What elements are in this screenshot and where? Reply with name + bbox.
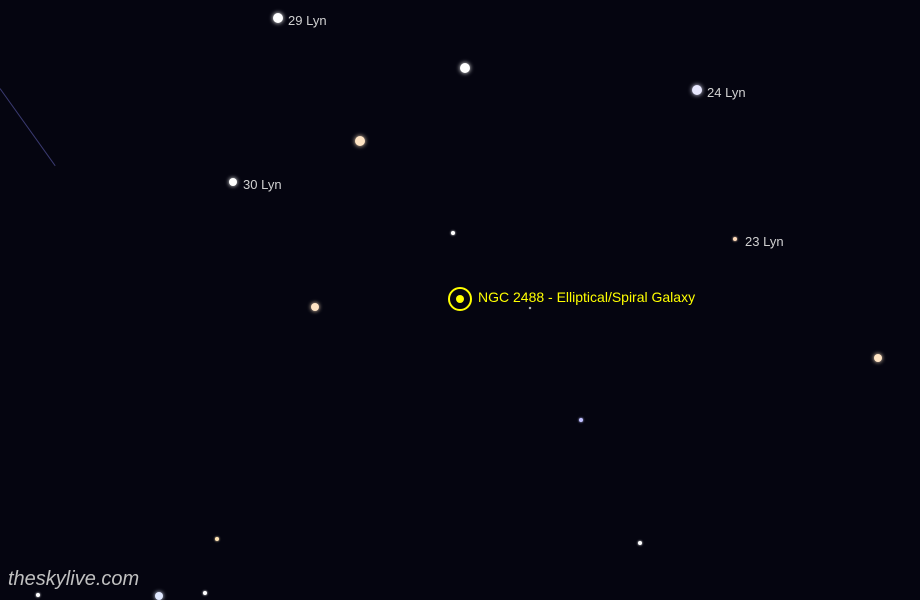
constellation-line — [0, 88, 55, 166]
star — [733, 237, 737, 241]
star-label: 29 Lyn — [288, 13, 327, 28]
star — [451, 231, 455, 235]
star — [874, 354, 882, 362]
star — [229, 178, 237, 186]
star — [155, 592, 163, 600]
star — [355, 136, 365, 146]
star — [203, 591, 207, 595]
star-label: 30 Lyn — [243, 177, 282, 192]
star — [460, 63, 470, 73]
star — [529, 307, 531, 309]
watermark: theskylive.com — [8, 568, 139, 591]
star — [215, 537, 219, 541]
target-dot — [456, 295, 464, 303]
star — [36, 593, 40, 597]
target-label: NGC 2488 - Elliptical/Spiral Galaxy — [478, 289, 695, 305]
star-label: 24 Lyn — [707, 85, 746, 100]
star — [273, 13, 283, 23]
star — [692, 85, 702, 95]
star — [638, 541, 642, 545]
star — [311, 303, 319, 311]
star-label: 23 Lyn — [745, 234, 784, 249]
star — [579, 418, 583, 422]
